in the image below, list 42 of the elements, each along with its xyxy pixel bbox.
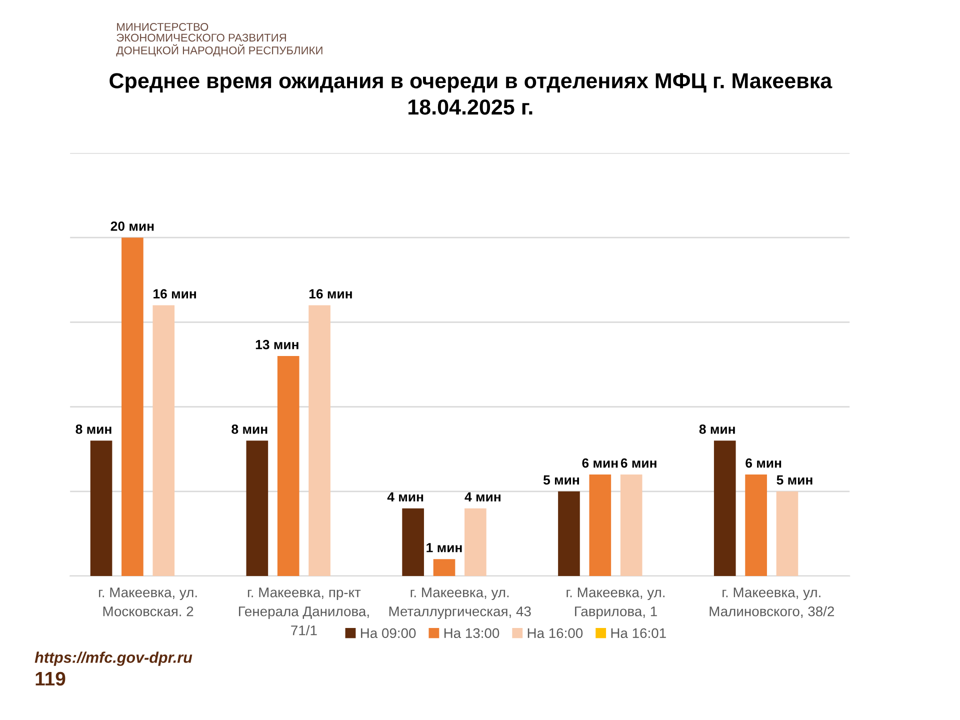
data-label: 8 мин — [699, 424, 735, 434]
bar — [464, 508, 486, 576]
legend-label: На 13:00 — [444, 628, 500, 638]
data-label: 1 мин — [426, 543, 462, 552]
data-label: 4 мин — [464, 492, 500, 502]
data-label: 5 мин — [543, 475, 579, 485]
data-label: 6 мин — [746, 458, 782, 468]
data-label: 6 мин — [620, 458, 656, 468]
data-label: 16 мин — [154, 289, 196, 299]
data-label: 16 мин — [309, 289, 352, 299]
data-label: 5 мин — [776, 475, 812, 485]
bar — [558, 491, 580, 576]
data-label: 20 мин — [110, 221, 154, 231]
bar — [308, 305, 330, 576]
data-label: 8 мин — [232, 424, 268, 434]
chart-title: Среднее время ожидания в очереди в отделениях МФЦ г. Макеевка 18.04.2025 г. — [110, 73, 832, 115]
data-label: 6 мин — [582, 458, 618, 468]
bar — [246, 440, 268, 576]
bar — [122, 238, 144, 576]
text: МИНИСТЕРСТВО ЭКОНОМИЧЕСКОГО РАЗВИТИЯ ДОНЕЦКОЙ НАРОДНОЙ РЕСПУБЛИКИ — [116, 22, 322, 56]
bar — [620, 474, 642, 576]
text: https://mfc.gov-dpr.ru — [34, 652, 192, 666]
bar — [589, 474, 612, 576]
bar — [776, 491, 798, 576]
bar — [402, 508, 424, 576]
x-tick-label: г. Макеевка, ул. Гаврилова, 1 — [566, 588, 664, 620]
legend-label: На 09:00 — [360, 628, 416, 638]
x-tick-label: г. Макеевка, ул. Малиновского, 38/2 — [710, 588, 834, 618]
bar — [277, 356, 300, 576]
data-label: 8 мин — [76, 424, 112, 434]
bar — [433, 559, 456, 576]
x-tick-label: г. Макеевка, ул. Металлургическая, 43 — [389, 588, 531, 620]
bar — [714, 440, 736, 576]
data-label: 4 мин — [387, 492, 424, 502]
bar — [745, 474, 767, 576]
legend-label: На 16:01 — [611, 628, 666, 638]
data-label: 13 мин — [256, 340, 298, 350]
legend-label: На 16:00 — [528, 628, 583, 638]
bar — [152, 305, 175, 576]
x-tick-label: г. Макеевка, ул. Московская. 2 — [98, 588, 197, 616]
bar — [90, 440, 112, 576]
text: 119 — [36, 672, 66, 686]
